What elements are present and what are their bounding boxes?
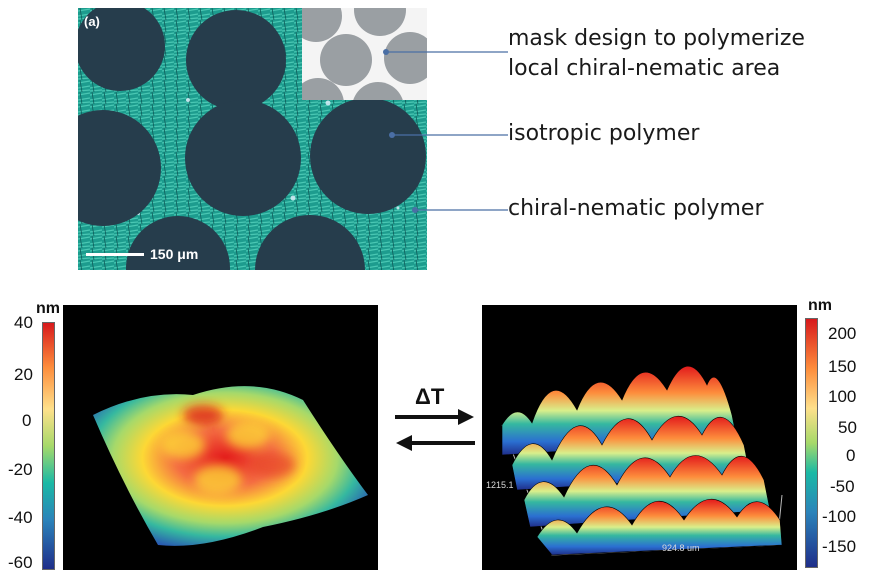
right-tick: 100 bbox=[828, 387, 857, 406]
left-tick: -20 bbox=[8, 460, 33, 479]
panel-label: (a) bbox=[84, 14, 100, 29]
right-tick: -150 bbox=[822, 537, 857, 556]
left-unit-label: nm bbox=[36, 300, 60, 317]
left-colorbar bbox=[42, 322, 55, 570]
right-tick: 200 bbox=[828, 324, 857, 343]
right-tick: -50 bbox=[830, 477, 855, 496]
reversible-arrows bbox=[395, 409, 475, 451]
delta-t-label: ΔT bbox=[415, 384, 445, 409]
scale-bar bbox=[86, 253, 144, 256]
right-surface-image bbox=[501, 365, 783, 556]
callout-line-2: local chiral-nematic area bbox=[508, 56, 781, 81]
callout-chiral-nematic: chiral-nematic polymer bbox=[508, 196, 764, 221]
scale-bar-label: 150 μm bbox=[150, 246, 199, 262]
callout-mask-design: mask design to polymerize local chiral-n… bbox=[508, 24, 805, 84]
right-tick: -100 bbox=[822, 507, 857, 526]
left-tick: -40 bbox=[8, 508, 33, 527]
left-surface-image bbox=[93, 386, 368, 546]
right-unit-label: nm bbox=[808, 297, 832, 314]
callout-line-1: mask design to polymerize bbox=[508, 26, 805, 51]
micrograph-image bbox=[78, 8, 427, 270]
right-dim-x: 924.8 um bbox=[662, 543, 700, 553]
right-surface-plot: 1215.1 924.8 um bbox=[482, 305, 797, 570]
micrograph-panel: (a) 150 μm bbox=[78, 8, 427, 270]
right-tick: 50 bbox=[838, 418, 857, 437]
left-tick: -60 bbox=[8, 553, 33, 572]
left-tick: 40 bbox=[14, 313, 33, 332]
left-surface-plot bbox=[63, 305, 378, 570]
right-tick: 150 bbox=[828, 357, 857, 376]
right-tick: 0 bbox=[846, 446, 856, 465]
right-dim-y: 1215.1 bbox=[486, 480, 514, 490]
callout-isotropic: isotropic polymer bbox=[508, 121, 700, 146]
right-colorbar bbox=[805, 318, 818, 568]
left-tick: 0 bbox=[22, 411, 32, 430]
left-tick: 20 bbox=[14, 365, 33, 384]
